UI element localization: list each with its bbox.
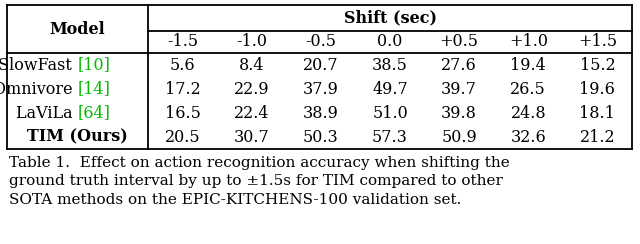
Text: 24.8: 24.8: [511, 104, 546, 122]
Text: SlowFast: SlowFast: [0, 57, 77, 73]
Text: [10]: [10]: [77, 57, 110, 73]
Text: Table 1.  Effect on action recognition accuracy when shifting the
ground truth i: Table 1. Effect on action recognition ac…: [9, 156, 509, 207]
Text: 5.6: 5.6: [170, 57, 195, 73]
Text: 39.7: 39.7: [441, 81, 477, 98]
Text: 27.6: 27.6: [441, 57, 477, 73]
Text: -1.0: -1.0: [236, 33, 268, 51]
Text: +0.5: +0.5: [440, 33, 479, 51]
Text: 50.9: 50.9: [441, 129, 477, 145]
Text: 15.2: 15.2: [580, 57, 615, 73]
Text: 8.4: 8.4: [239, 57, 264, 73]
Text: Model: Model: [50, 20, 106, 38]
Text: Omnivore: Omnivore: [0, 81, 77, 98]
Text: 16.5: 16.5: [164, 104, 200, 122]
Text: Shift (sec): Shift (sec): [344, 10, 436, 27]
Text: +1.5: +1.5: [578, 33, 617, 51]
Text: 49.7: 49.7: [372, 81, 408, 98]
Text: 50.3: 50.3: [303, 129, 339, 145]
Text: 51.0: 51.0: [372, 104, 408, 122]
Text: 22.9: 22.9: [234, 81, 269, 98]
Text: 19.4: 19.4: [511, 57, 546, 73]
Text: TIM (Ours): TIM (Ours): [27, 129, 128, 145]
Text: 22.4: 22.4: [234, 104, 269, 122]
Text: +1.0: +1.0: [509, 33, 548, 51]
Text: 20.7: 20.7: [303, 57, 339, 73]
Text: 37.9: 37.9: [303, 81, 339, 98]
Text: 17.2: 17.2: [164, 81, 200, 98]
Text: LaViLa: LaViLa: [16, 104, 77, 122]
Text: [14]: [14]: [77, 81, 110, 98]
Text: 38.9: 38.9: [303, 104, 339, 122]
Text: 30.7: 30.7: [234, 129, 269, 145]
Text: [64]: [64]: [77, 104, 110, 122]
Text: 38.5: 38.5: [372, 57, 408, 73]
Text: 39.8: 39.8: [441, 104, 477, 122]
Text: 32.6: 32.6: [511, 129, 546, 145]
Text: -0.5: -0.5: [305, 33, 337, 51]
Text: 19.6: 19.6: [579, 81, 616, 98]
Text: 20.5: 20.5: [164, 129, 200, 145]
Text: 57.3: 57.3: [372, 129, 408, 145]
Text: 21.2: 21.2: [580, 129, 615, 145]
Text: 0.0: 0.0: [378, 33, 403, 51]
Text: -1.5: -1.5: [167, 33, 198, 51]
Text: 26.5: 26.5: [511, 81, 546, 98]
Text: 18.1: 18.1: [579, 104, 616, 122]
